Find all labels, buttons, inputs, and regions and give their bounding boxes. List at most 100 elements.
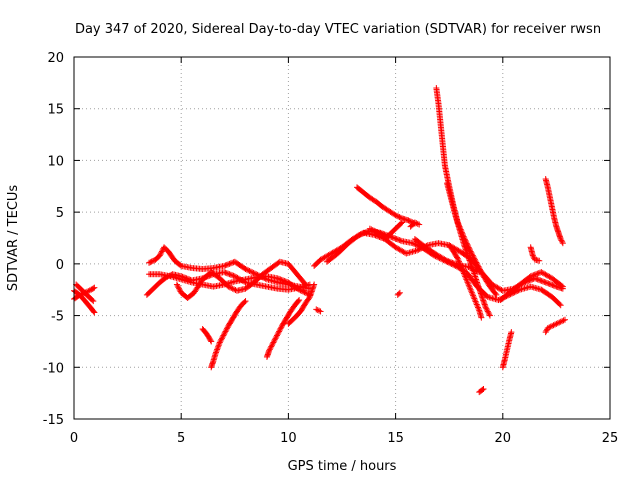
- data-point: [557, 236, 564, 243]
- data-point: [469, 291, 476, 298]
- data-point: [296, 297, 303, 304]
- data-point: [550, 322, 557, 329]
- data-point: [266, 347, 273, 354]
- data-points: [71, 85, 568, 396]
- series-arc-x: [542, 176, 566, 247]
- data-point: [476, 266, 483, 273]
- data-point: [561, 316, 568, 323]
- data-point: [369, 227, 376, 234]
- data-point: [544, 324, 551, 331]
- data-point: [448, 259, 455, 266]
- data-point: [362, 229, 369, 236]
- y-tick-label: -10: [43, 361, 64, 376]
- data-point: [476, 264, 483, 271]
- data-point: [304, 290, 311, 297]
- data-point: [465, 282, 472, 289]
- data-point: [529, 252, 536, 259]
- data-point: [463, 277, 470, 284]
- data-point: [460, 270, 467, 277]
- data-point: [271, 338, 278, 345]
- data-point: [470, 294, 477, 301]
- data-point: [552, 283, 559, 290]
- data-point: [473, 301, 480, 308]
- data-point: [91, 309, 98, 316]
- data-point: [177, 262, 184, 269]
- data-point: [475, 305, 482, 312]
- data-point: [280, 277, 287, 284]
- data-point: [296, 286, 303, 293]
- data-point: [301, 289, 308, 296]
- data-point: [392, 212, 399, 219]
- data-point: [247, 268, 254, 275]
- data-point: [466, 257, 473, 264]
- data-point: [545, 280, 552, 287]
- data-point: [358, 230, 365, 237]
- series-arc-m: [366, 219, 406, 240]
- data-point: [456, 258, 463, 265]
- data-point: [449, 259, 456, 266]
- data-point: [213, 349, 220, 356]
- data-point: [218, 336, 225, 343]
- data-point: [298, 288, 305, 295]
- data-point: [220, 332, 227, 339]
- data-point: [455, 257, 462, 264]
- data-point: [469, 251, 476, 258]
- data-point: [534, 270, 541, 277]
- data-point: [354, 232, 361, 239]
- data-point: [368, 226, 375, 233]
- data-point: [278, 276, 285, 283]
- data-point: [478, 269, 485, 276]
- x-tick-label: 25: [602, 431, 619, 446]
- data-point: [560, 317, 567, 324]
- data-point: [395, 213, 402, 220]
- data-point: [227, 271, 234, 278]
- data-point: [409, 240, 416, 247]
- data-point: [548, 281, 555, 288]
- plot-frame: [73, 56, 611, 420]
- data-point: [446, 258, 453, 265]
- data-point: [450, 260, 457, 267]
- data-point: [243, 266, 250, 273]
- data-point: [225, 270, 232, 277]
- data-point: [467, 286, 474, 293]
- data-point: [176, 287, 183, 294]
- data-point: [274, 275, 281, 282]
- data-point: [149, 257, 156, 264]
- data-point: [241, 265, 248, 272]
- data-point: [454, 254, 461, 261]
- data-point: [366, 225, 373, 232]
- data-point: [542, 329, 549, 336]
- data-point: [551, 321, 558, 328]
- y-tick-label: 0: [56, 258, 64, 273]
- data-point: [459, 266, 466, 273]
- data-point: [221, 262, 228, 269]
- y-tick-label: -15: [43, 413, 64, 428]
- data-point: [311, 281, 318, 288]
- data-point: [245, 267, 252, 274]
- data-point: [175, 284, 182, 291]
- data-point: [266, 346, 273, 353]
- data-point: [458, 264, 465, 271]
- data-point: [295, 298, 302, 305]
- data-point: [471, 256, 478, 263]
- data-point: [454, 255, 461, 262]
- data-point: [221, 329, 228, 336]
- data-point: [414, 220, 421, 227]
- data-point: [493, 291, 500, 298]
- data-point: [213, 347, 220, 354]
- data-point: [227, 260, 234, 267]
- data-point: [549, 282, 556, 289]
- data-point: [316, 307, 323, 314]
- data-point: [467, 285, 474, 292]
- data-point: [468, 249, 475, 256]
- data-point: [297, 287, 304, 294]
- data-point: [212, 350, 219, 357]
- data-point: [276, 275, 283, 282]
- data-point: [76, 292, 83, 299]
- data-point: [226, 284, 233, 291]
- data-point: [471, 295, 478, 302]
- data-point: [445, 258, 452, 265]
- data-point: [526, 274, 533, 281]
- x-axis-label: GPS time / hours: [288, 459, 397, 474]
- data-point: [222, 269, 229, 276]
